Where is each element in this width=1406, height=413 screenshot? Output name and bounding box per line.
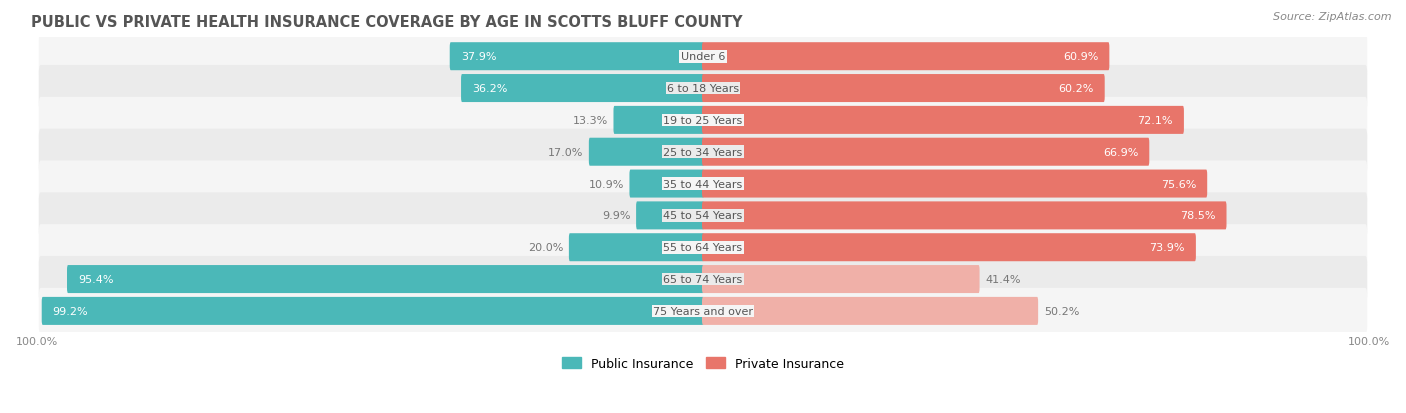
FancyBboxPatch shape: [461, 75, 704, 103]
FancyBboxPatch shape: [702, 234, 1197, 261]
Text: 41.4%: 41.4%: [986, 274, 1021, 285]
FancyBboxPatch shape: [39, 256, 1367, 302]
FancyBboxPatch shape: [702, 43, 1109, 71]
Text: 55 to 64 Years: 55 to 64 Years: [664, 243, 742, 253]
Text: 9.9%: 9.9%: [602, 211, 630, 221]
FancyBboxPatch shape: [569, 234, 704, 261]
FancyBboxPatch shape: [702, 170, 1208, 198]
FancyBboxPatch shape: [39, 97, 1367, 144]
Text: Source: ZipAtlas.com: Source: ZipAtlas.com: [1274, 12, 1392, 22]
Text: 25 to 34 Years: 25 to 34 Years: [664, 147, 742, 157]
FancyBboxPatch shape: [636, 202, 704, 230]
Text: PUBLIC VS PRIVATE HEALTH INSURANCE COVERAGE BY AGE IN SCOTTS BLUFF COUNTY: PUBLIC VS PRIVATE HEALTH INSURANCE COVER…: [31, 15, 742, 30]
FancyBboxPatch shape: [67, 266, 704, 293]
FancyBboxPatch shape: [589, 138, 704, 166]
FancyBboxPatch shape: [39, 288, 1367, 334]
FancyBboxPatch shape: [702, 107, 1184, 135]
Text: 65 to 74 Years: 65 to 74 Years: [664, 274, 742, 285]
Text: 35 to 44 Years: 35 to 44 Years: [664, 179, 742, 189]
FancyBboxPatch shape: [42, 297, 704, 325]
FancyBboxPatch shape: [702, 75, 1105, 103]
Text: 17.0%: 17.0%: [548, 147, 583, 157]
Text: 20.0%: 20.0%: [527, 243, 564, 253]
Text: 60.2%: 60.2%: [1059, 84, 1094, 94]
Text: 19 to 25 Years: 19 to 25 Years: [664, 116, 742, 126]
Text: 95.4%: 95.4%: [77, 274, 114, 285]
Text: 75 Years and over: 75 Years and over: [652, 306, 754, 316]
Text: 13.3%: 13.3%: [572, 116, 607, 126]
Text: 66.9%: 66.9%: [1102, 147, 1139, 157]
Text: 60.9%: 60.9%: [1063, 52, 1098, 62]
Text: 72.1%: 72.1%: [1137, 116, 1173, 126]
Legend: Public Insurance, Private Insurance: Public Insurance, Private Insurance: [562, 357, 844, 370]
FancyBboxPatch shape: [39, 34, 1367, 80]
FancyBboxPatch shape: [630, 170, 704, 198]
FancyBboxPatch shape: [450, 43, 704, 71]
Text: 6 to 18 Years: 6 to 18 Years: [666, 84, 740, 94]
Text: 37.9%: 37.9%: [461, 52, 496, 62]
FancyBboxPatch shape: [702, 202, 1226, 230]
FancyBboxPatch shape: [39, 193, 1367, 239]
Text: 10.9%: 10.9%: [589, 179, 624, 189]
Text: 99.2%: 99.2%: [52, 306, 89, 316]
Text: 36.2%: 36.2%: [472, 84, 508, 94]
FancyBboxPatch shape: [702, 297, 1038, 325]
Text: 75.6%: 75.6%: [1161, 179, 1197, 189]
FancyBboxPatch shape: [39, 66, 1367, 112]
FancyBboxPatch shape: [39, 129, 1367, 176]
Text: 45 to 54 Years: 45 to 54 Years: [664, 211, 742, 221]
FancyBboxPatch shape: [702, 266, 980, 293]
FancyBboxPatch shape: [613, 107, 704, 135]
Text: 73.9%: 73.9%: [1149, 243, 1185, 253]
FancyBboxPatch shape: [39, 225, 1367, 271]
Text: Under 6: Under 6: [681, 52, 725, 62]
Text: 50.2%: 50.2%: [1043, 306, 1080, 316]
FancyBboxPatch shape: [702, 138, 1149, 166]
FancyBboxPatch shape: [39, 161, 1367, 207]
Text: 78.5%: 78.5%: [1180, 211, 1216, 221]
